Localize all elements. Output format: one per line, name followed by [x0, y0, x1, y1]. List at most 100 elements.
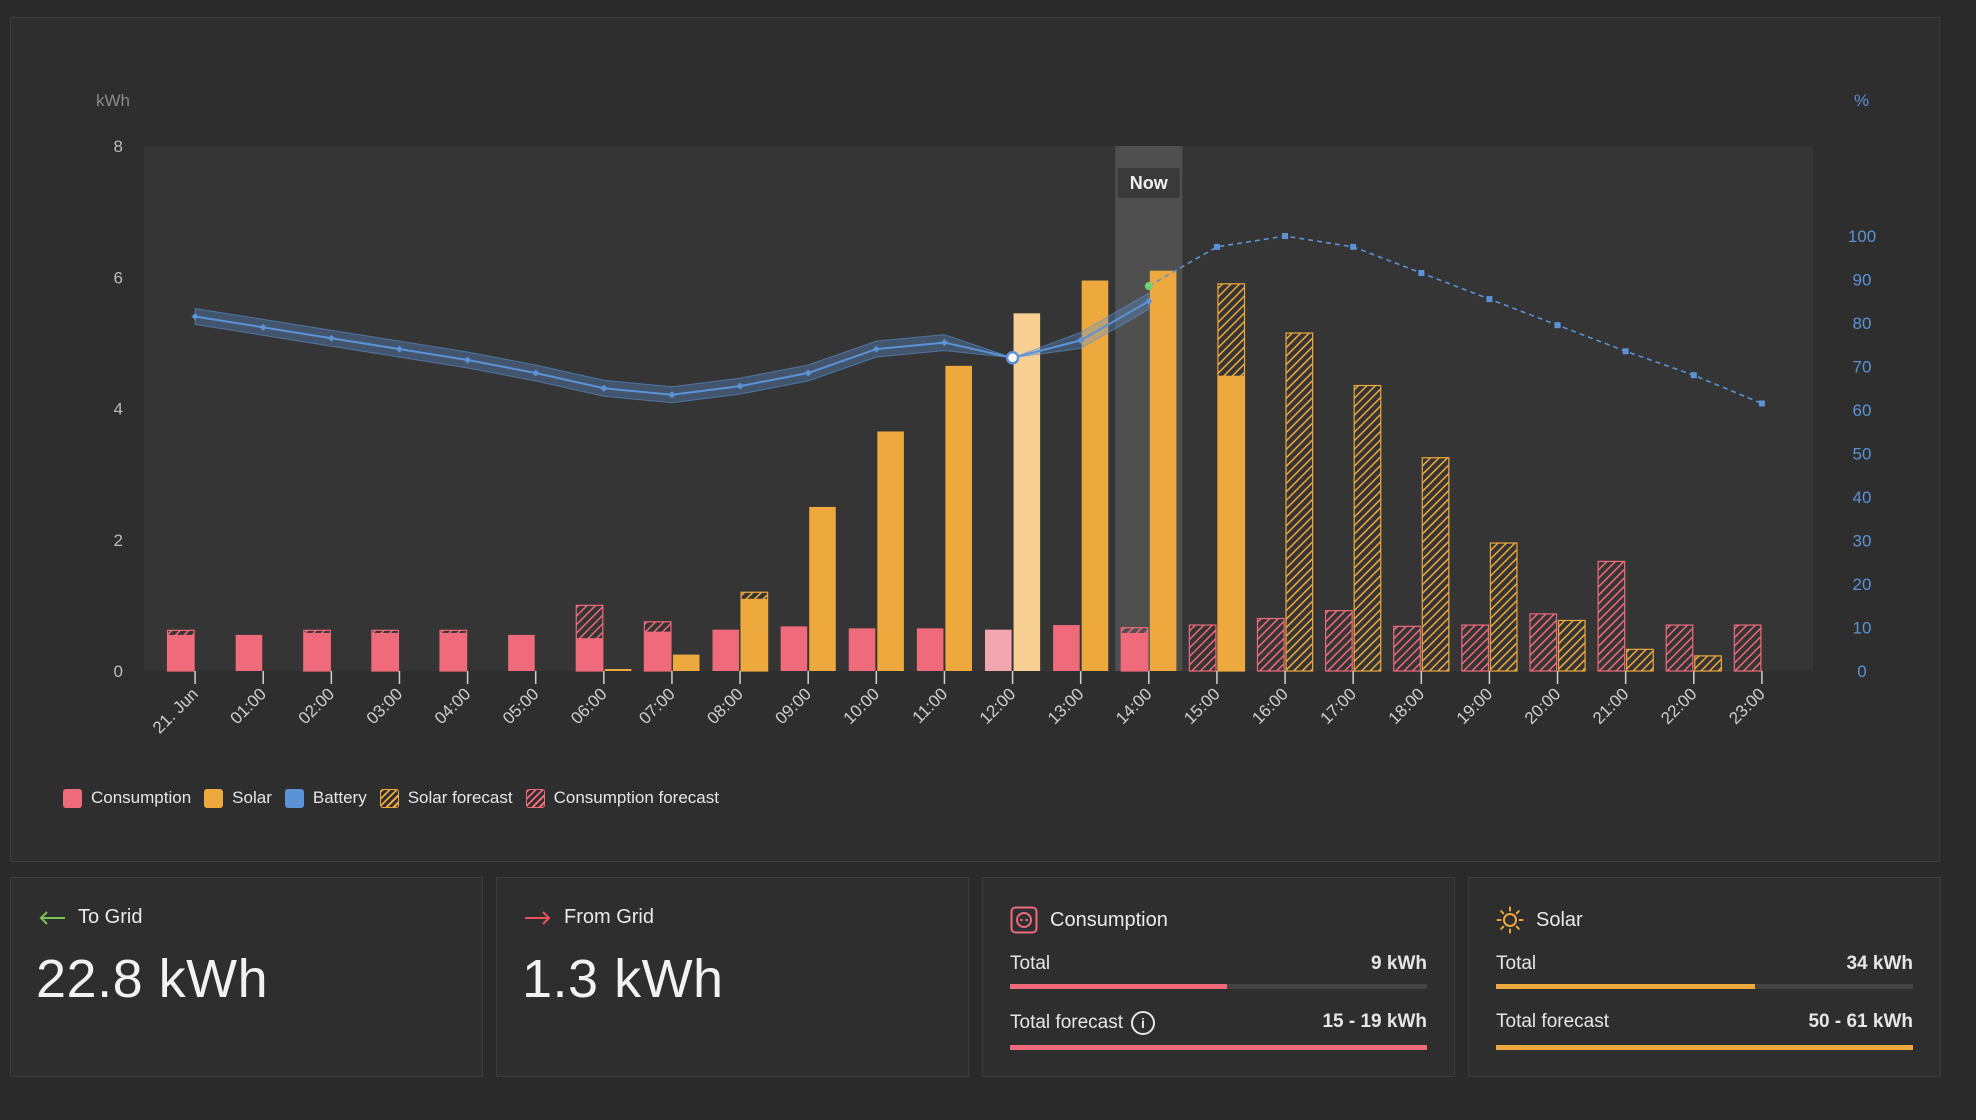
consumption-forecast-bar	[1325, 610, 1353, 672]
x-tick-label: 09:00	[772, 684, 816, 728]
plot-area	[144, 146, 1813, 671]
consumption-forecast-bar	[1393, 625, 1421, 672]
consumption-forecast-bar	[1256, 617, 1285, 672]
y2-axis-label: %	[1854, 91, 1869, 110]
legend-item-consumption[interactable]: Consumption	[63, 788, 191, 808]
battery-point	[736, 382, 744, 390]
x-tick-label: 03:00	[363, 684, 407, 728]
to-grid-header: To Grid	[38, 906, 142, 929]
y2-tick-label: 0	[1857, 662, 1866, 681]
legend-item-consumption-forecast[interactable]: Consumption forecast	[525, 788, 719, 808]
consumption-total-value: 9 kWh	[1371, 953, 1427, 974]
consumption-total-bar	[1010, 984, 1427, 989]
consumption-total-label: Total	[1010, 953, 1051, 974]
consumption-bar	[576, 638, 603, 671]
battery-point	[600, 384, 608, 392]
y2-tick-label: 70	[1853, 358, 1872, 377]
battery-forecast-point	[1213, 243, 1220, 250]
consumption-forecast-value: 15 - 19 kWh	[1322, 1011, 1427, 1032]
consumption-header: Consumption	[1010, 906, 1168, 934]
x-tick-label: 08:00	[703, 684, 747, 728]
consumption-bar	[1053, 625, 1080, 671]
solar-forecast-bar	[1496, 1045, 1913, 1050]
battery-point	[532, 369, 540, 377]
consumption-forecast-bar	[1597, 560, 1626, 672]
now-label-box	[1117, 168, 1180, 198]
energy-chart-panel: Now 0 2 4 6 8 0 10 20 30 40 50 60 70 80 90 100 21. Jun 01…	[10, 17, 1940, 862]
consumption-bar	[371, 632, 399, 671]
x-tick-label: 11:00	[909, 684, 952, 727]
battery-point	[872, 345, 880, 353]
legend-item-solar-forecast[interactable]: Solar forecast	[379, 788, 513, 808]
legend-label: Solar forecast	[407, 788, 513, 807]
battery-point	[327, 334, 335, 342]
x-tick-label: 21. Jun	[149, 684, 202, 737]
now-label: Now	[1130, 173, 1169, 193]
battery-forecast-point	[1554, 322, 1561, 329]
battery-now-point	[1144, 282, 1153, 291]
legend-item-solar[interactable]: Solar	[204, 788, 272, 808]
battery-point	[464, 356, 472, 364]
consumption-bar	[984, 629, 1012, 671]
y-tick-label: 4	[114, 400, 123, 419]
legend-label: Consumption forecast	[553, 788, 719, 807]
consumption-bar	[508, 634, 535, 671]
battery-point	[804, 369, 812, 377]
consumption-bar	[848, 628, 876, 671]
y2-tick-label: 90	[1853, 271, 1872, 290]
solar-forecast-bar-fill	[1496, 1045, 1913, 1050]
consumption-bar	[235, 634, 263, 671]
battery-point	[259, 323, 267, 331]
battery-selected-point	[1005, 351, 1020, 365]
y2-tick-label: 100	[1848, 227, 1876, 246]
battery-forecast-point	[1690, 372, 1697, 379]
legend-item-battery[interactable]: Battery	[284, 788, 367, 808]
consumption-bar	[780, 626, 808, 671]
battery-forecast-line	[1148, 235, 1763, 405]
solar-card: Solar Total 34 kWh Total forecast 50 - 6…	[1468, 877, 1941, 1077]
consumption-bar	[1121, 632, 1148, 671]
x-tick-label: 16:00	[1248, 684, 1292, 728]
y2-tick-label: 80	[1853, 314, 1872, 333]
battery-point	[191, 312, 199, 321]
consumption-bar	[167, 634, 195, 671]
sun-icon	[1496, 906, 1524, 934]
battery-forecast-point	[1758, 400, 1765, 407]
consumption-forecast-bar	[1461, 624, 1490, 672]
arrow-left-icon	[38, 910, 66, 926]
solar-bar	[604, 669, 632, 671]
x-tick-label: 15:00	[1180, 684, 1224, 728]
y-tick-label: 8	[114, 137, 123, 156]
x-tick-label: 13:00	[1044, 684, 1088, 728]
solar-total-bar	[1496, 984, 1913, 989]
consumption-forecast-bar	[1010, 1045, 1427, 1050]
solar-bar	[945, 365, 973, 671]
solar-forecast-bar	[1626, 648, 1654, 672]
consumption-forecast-bar	[1188, 624, 1217, 672]
to-grid-card: To Grid 22.8 kWh	[10, 877, 483, 1077]
battery-forecast-point	[1486, 296, 1493, 303]
legend-swatch-solar-forecast	[379, 788, 399, 808]
legend-swatch-solar	[204, 788, 224, 808]
info-icon[interactable]: i	[1131, 1011, 1155, 1035]
consumption-forecast-bar	[1665, 624, 1694, 672]
x-tick-label: 04:00	[431, 684, 475, 728]
solar-bar	[1217, 375, 1245, 671]
x-tick-label: 17:00	[1316, 684, 1360, 728]
solar-title: Solar	[1536, 908, 1583, 931]
consumption-bar	[712, 629, 740, 671]
solar-forecast-label: Total forecast	[1496, 1011, 1609, 1032]
x-tick-label: 19:00	[1453, 684, 1497, 728]
y2-tick-label: 20	[1853, 575, 1872, 594]
consumption-forecast-bar-fill	[1010, 1045, 1427, 1050]
x-tick-label: 12:00	[976, 684, 1020, 728]
x-tick-label: 21:00	[1589, 684, 1633, 728]
from-grid-value: 1.3 kWh	[522, 949, 724, 1009]
solar-bar	[1013, 313, 1041, 671]
x-tick-label: 22:00	[1657, 684, 1701, 728]
solar-bar	[877, 431, 904, 671]
battery-forecast-point	[1282, 233, 1289, 239]
plug-icon	[1010, 906, 1038, 934]
solar-forecast-bar	[1421, 457, 1450, 672]
